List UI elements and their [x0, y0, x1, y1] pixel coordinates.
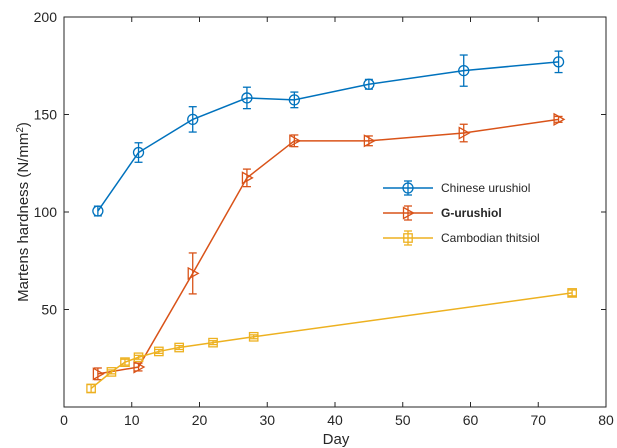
x-tick-label: 20: [192, 412, 208, 428]
series-2: [92, 112, 566, 381]
data-point: [248, 331, 259, 342]
data-point: [567, 288, 577, 298]
y-axis-label-text: Martens hardness (N/mm: [15, 133, 32, 302]
data-point: [458, 64, 470, 77]
data-point: [553, 112, 566, 126]
x-tick-label: 10: [124, 412, 140, 428]
x-tick-label: 30: [259, 412, 275, 428]
x-tick-label: 0: [60, 412, 68, 428]
data-point: [552, 56, 565, 68]
data-point: [187, 266, 200, 281]
legend-entry-2: G-urushiol: [383, 205, 502, 221]
y-axis: 50 100 150 200: [34, 9, 606, 318]
x-tick-label: 60: [463, 412, 479, 428]
y-tick-label: 50: [41, 302, 57, 318]
plot-frame: [63, 16, 607, 408]
y-tick-label: 200: [34, 9, 58, 25]
plot-area: [63, 16, 607, 408]
data-point: [133, 360, 146, 374]
data-point: [241, 171, 254, 185]
y-tick-label: 100: [34, 204, 58, 220]
series-3: [86, 288, 577, 394]
data-point: [132, 146, 145, 159]
data-point: [363, 134, 376, 148]
x-tick-label: 70: [530, 412, 546, 428]
y-axis-label: Martens hardness (N/mm2): [15, 122, 33, 302]
legend-marker: [402, 206, 415, 220]
x-tick-label: 50: [395, 412, 411, 428]
y-tick-label: 150: [34, 107, 58, 123]
data-point: [86, 383, 96, 394]
data-point: [241, 92, 253, 104]
legend-entry-1: Chinese urushiol: [383, 180, 530, 196]
legend-marker: [402, 182, 414, 194]
data-point: [92, 205, 104, 217]
legend: Chinese urushiol G-urushiol Cambodian thit…: [383, 180, 540, 246]
legend-marker: [403, 233, 413, 243]
series-1: [92, 50, 565, 217]
data-point: [133, 352, 144, 363]
data-point: [187, 113, 199, 126]
legend-label: G-urushiol: [441, 206, 502, 220]
data-point: [289, 134, 302, 148]
x-tick-label: 80: [598, 412, 614, 428]
data-point: [363, 78, 375, 90]
y-axis-label-superscript: 2: [15, 127, 26, 133]
data-point: [120, 357, 130, 368]
legend-label: Cambodian thitsiol: [441, 231, 540, 245]
x-axis-label: Day: [323, 431, 350, 448]
data-point: [92, 367, 105, 381]
data-point: [288, 94, 301, 106]
data-point: [208, 337, 218, 348]
data-point: [153, 346, 164, 357]
series-layer: [86, 50, 577, 394]
legend-label: Chinese urushiol: [441, 181, 530, 195]
y-axis-label-close: ): [15, 122, 32, 127]
series-line: [97, 61, 559, 212]
x-axis: 0 10 20 30 40 50 60 70 80: [60, 17, 614, 428]
series-line: [97, 118, 559, 375]
x-tick-label: 40: [327, 412, 343, 428]
data-point: [106, 367, 117, 377]
data-point: [458, 126, 471, 140]
legend-entry-3: Cambodian thitsiol: [383, 230, 540, 246]
data-point: [174, 342, 185, 353]
